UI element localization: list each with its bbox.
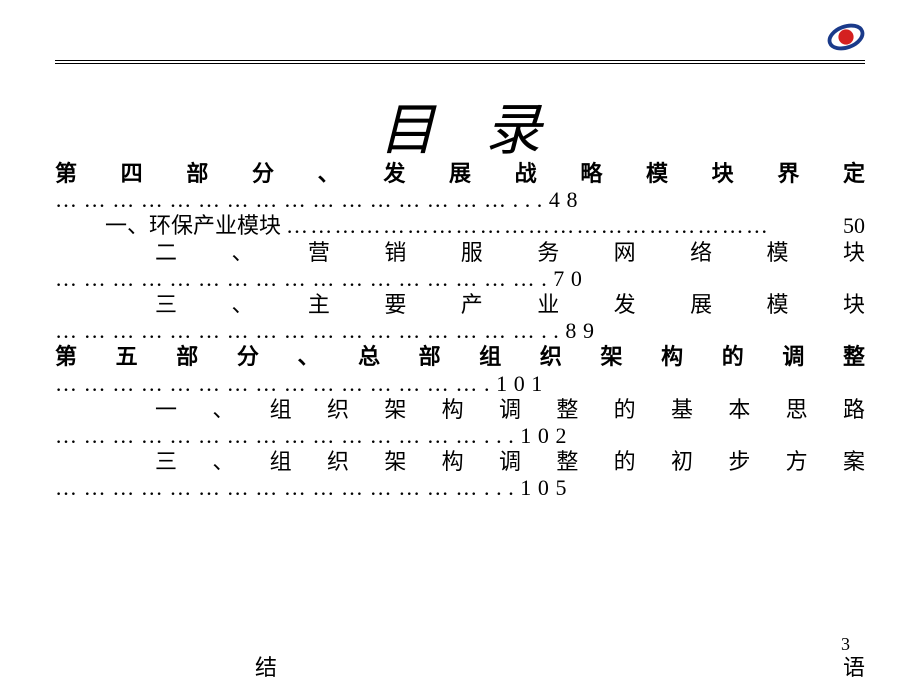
toc-part5-label: 第五部分、总部组织架构的调整 xyxy=(55,345,865,369)
toc-sub1: 一、环保产业模块 …………………………………………………… 50 xyxy=(55,214,865,238)
toc-sub5-3-dots: ………………………………………...105 xyxy=(55,476,865,500)
toc-sub5-1-label: 一、组织架构调整的基本思路 xyxy=(55,398,865,422)
toc-part4-label: 第四部分、发展战略模块界定 xyxy=(55,162,865,186)
toc-sub2-label: 二、营销服务网络模块 xyxy=(55,241,865,265)
toc-sub5-1-dots: ………………………………………...102 xyxy=(55,424,865,448)
toc-sub1-label: 一、环保产业模块 xyxy=(105,214,281,238)
toc-sub3-label: 三、主要产业发展模块 xyxy=(55,293,865,317)
logo-icon xyxy=(827,18,865,56)
toc-sub5-3-label: 三、组织架构调整的初步方案 xyxy=(55,450,865,474)
toc-sub3-dots: ……………………………………………..89 xyxy=(55,319,865,343)
toc-part5-dots: ……………………………………….101 xyxy=(55,372,865,396)
closing-text: 结语 xyxy=(55,650,865,682)
toc-sub1-dots: …………………………………………………… xyxy=(281,214,843,238)
toc-part4-dots: …………………………………………...48 xyxy=(55,188,865,212)
header-divider xyxy=(55,60,865,64)
toc-sub1-page: 50 xyxy=(843,214,865,238)
toc-sub2-dots: …………………………………………….70 xyxy=(55,267,865,291)
table-of-contents: 第四部分、发展战略模块界定 …………………………………………...48 一、环保… xyxy=(55,162,865,502)
page-title: 目录 xyxy=(0,85,920,166)
